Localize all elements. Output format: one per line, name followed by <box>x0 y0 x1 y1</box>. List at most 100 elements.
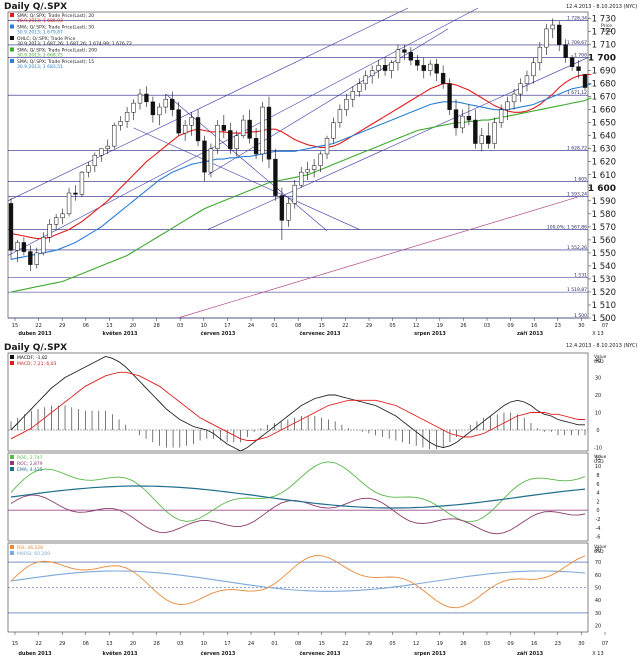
candle-body <box>131 102 136 113</box>
candle-body <box>389 62 394 71</box>
candle-body <box>428 63 433 71</box>
axis-title: Price <box>601 23 612 29</box>
support-label: 1 519,87 <box>567 287 587 293</box>
legend-swatch <box>10 361 14 365</box>
x-tick-label: 08 <box>295 323 301 329</box>
price-tick-label: 1 670 <box>592 93 616 103</box>
candle-body <box>137 93 143 104</box>
roc-plot-frame <box>7 452 589 542</box>
candle-body <box>382 65 388 71</box>
price-tick-label: 1 520 <box>592 288 616 298</box>
legend-entry-value: 30.9.2013; 1 687,26; 1 687,26; 1 674,99;… <box>17 41 132 47</box>
legend-entry: ROC; 2,747 <box>17 455 43 461</box>
x-last-label: X 13 <box>592 331 603 337</box>
price-tick-label: 1 590 <box>592 197 616 207</box>
candle-body <box>215 125 220 149</box>
lower-chart-title: Daily Q/.SPX <box>4 343 67 353</box>
x-tick-label: 07 <box>602 641 608 647</box>
x-tick-label: 28 <box>153 323 159 329</box>
price-tick-label: 1 690 <box>592 67 616 77</box>
price-legend: SMA; Q/.SPX; Trade Price(Last); 2030.9.2… <box>10 13 132 70</box>
x-tick-label: 24 <box>248 323 254 329</box>
legend-swatch <box>10 545 14 549</box>
macd-tick-label: 20 <box>595 393 601 399</box>
x-tick-label: 13 <box>106 641 112 647</box>
macd-tick-label: 40 <box>595 358 601 364</box>
legend-entry-value: 30.9.2013; 1 668,75 <box>17 53 63 59</box>
support-label: 1 500 <box>574 313 587 319</box>
price-tick-label: 1 620 <box>592 158 616 168</box>
long-term-trend-line <box>177 196 579 319</box>
macd-tick-label: 30 <box>595 376 601 382</box>
series-line <box>10 371 585 441</box>
trend-channel-line <box>207 28 449 176</box>
candle-body <box>150 101 156 116</box>
candle-body <box>60 213 65 218</box>
x-month-label: červenec 2013 <box>299 330 341 337</box>
candle-body <box>292 184 297 204</box>
x-tick-label: 29 <box>59 641 65 647</box>
legend-swatch <box>10 36 14 40</box>
price-tick-label: 1 720 <box>592 28 616 38</box>
x-month-label: červen 2013 <box>201 330 236 337</box>
series-line <box>10 485 586 509</box>
price-tick-label: 1 730 <box>592 15 616 25</box>
candle-body <box>466 115 472 121</box>
candle-body <box>92 154 98 166</box>
x-tick-label: 03 <box>484 323 490 329</box>
x-month-label: září 2013 <box>517 650 544 657</box>
series-line <box>10 83 592 260</box>
legend-entry: EMA; 4,435 <box>17 467 43 473</box>
candle-body <box>228 130 233 149</box>
x-tick-label: 26 <box>460 641 466 647</box>
candle-body <box>357 83 362 92</box>
x-tick-label: 06 <box>83 323 89 329</box>
legend-entry-value: 30.9.2013; 1 686,93 <box>17 18 63 24</box>
x-tick-label: 28 <box>153 641 159 647</box>
price-tick-label: 1 680 <box>592 80 616 90</box>
price-tick-label: 1 700 <box>588 54 616 64</box>
x-month-label: duben 2013 <box>18 651 52 657</box>
price-tick-label: 1 610 <box>592 171 616 181</box>
legend-swatch <box>10 461 14 465</box>
x-tick-label: 15 <box>319 641 325 647</box>
series-line <box>10 73 592 240</box>
candle-body <box>99 148 104 156</box>
candle-body <box>376 65 381 71</box>
x-tick-label: 06 <box>83 641 89 647</box>
candle-body <box>563 44 568 58</box>
x-tick-label: 16 <box>531 641 537 647</box>
x-month-label: červen 2013 <box>201 650 236 657</box>
candle-body <box>331 122 336 139</box>
candle-body <box>369 70 375 77</box>
candle-body <box>576 66 581 71</box>
series-line <box>10 356 585 452</box>
candle-body <box>511 93 517 103</box>
x-tick-label: 30 <box>578 323 584 329</box>
x-tick-label: 07 <box>602 323 608 329</box>
x-tick-label: 19 <box>437 323 443 329</box>
candle-body <box>531 62 536 77</box>
x-tick-label: 23 <box>555 323 561 329</box>
roc-tick-label: -2 <box>596 517 601 523</box>
candle-body <box>318 153 323 166</box>
candle-body <box>221 125 227 131</box>
x-tick-label: 20 <box>130 323 136 329</box>
x-axis-bottom: 15 22 29 06 13 20 28 03 10 17 24 01 08 15 22 29 05 12 19 26… <box>12 632 608 657</box>
rsi-tick-label: 80 <box>595 547 601 553</box>
rsi-tick-label: 50 <box>595 586 601 592</box>
candle-body <box>311 165 317 170</box>
price-tick-label: 1 540 <box>592 262 616 272</box>
candle-body <box>66 192 72 215</box>
trend-channel-line <box>165 93 328 231</box>
support-label: 1 709,67 <box>567 40 587 46</box>
price-tick-label: 1 600 <box>588 184 616 194</box>
candle-body <box>305 169 310 173</box>
legend-swatch <box>10 24 14 29</box>
candle-body <box>15 242 20 251</box>
rsi-tick-label: 30 <box>595 611 601 617</box>
roc-tick-label: 0 <box>596 508 599 514</box>
candle-body <box>53 217 59 225</box>
trend-channel-line <box>207 57 589 230</box>
